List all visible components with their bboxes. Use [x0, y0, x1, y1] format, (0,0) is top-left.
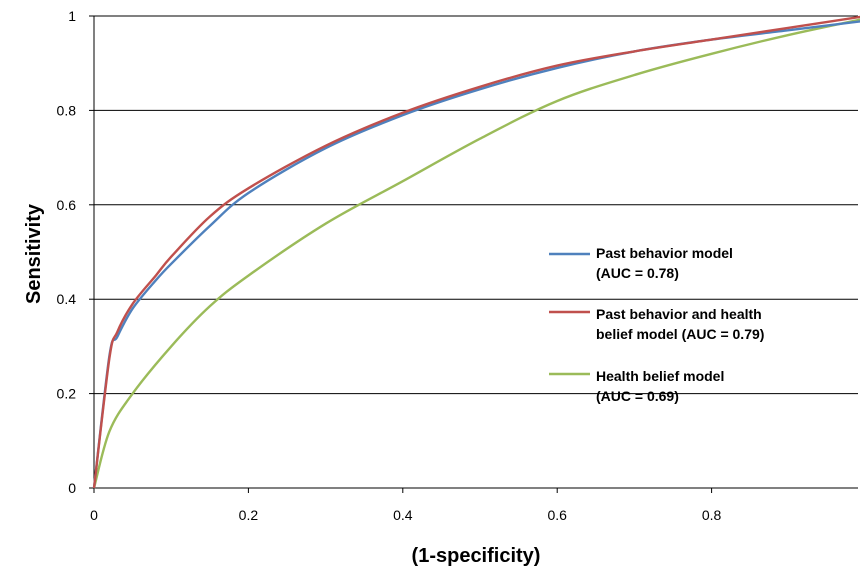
- y-tick-labels: 0 0.2 0.4 0.6 0.8 1: [57, 8, 94, 496]
- legend-label-0-0: Past behavior model: [596, 245, 733, 261]
- y-tick-label-3: 0.6: [57, 197, 77, 213]
- y-tick-label-5: 1: [68, 8, 76, 24]
- legend-label-2-0: Health belief model: [596, 368, 724, 384]
- legend-label-2-1: (AUC = 0.69): [596, 388, 679, 404]
- x-tick-label-3: 0.6: [547, 507, 567, 523]
- series-lines: [92, 15, 860, 489]
- series-line-0: [92, 20, 860, 489]
- x-tick-label-0: 0: [90, 507, 98, 523]
- series-line-1: [92, 15, 860, 489]
- y-axis-title: Sensitivity: [23, 203, 45, 304]
- legend: Past behavior model (AUC = 0.78) Past beha…: [549, 245, 764, 404]
- legend-label-0-1: (AUC = 0.78): [596, 265, 679, 281]
- x-tick-label-2: 0.4: [393, 507, 413, 523]
- legend-label-1-1: belief model (AUC = 0.79): [596, 326, 764, 342]
- gridlines: [94, 15, 858, 395]
- axes: [93, 16, 858, 489]
- series-line-2: [92, 18, 860, 489]
- x-axis-title: (1-specificity): [412, 545, 541, 567]
- y-tick-label-2: 0.4: [57, 291, 77, 307]
- y-tick-label-4: 0.8: [57, 102, 77, 118]
- x-tick-label-1: 0.2: [239, 507, 259, 523]
- y-tick-label-1: 0.2: [57, 386, 77, 402]
- y-tick-label-0: 0: [68, 480, 76, 496]
- legend-label-1-0: Past behavior and health: [596, 306, 762, 322]
- x-tick-label-4: 0.8: [702, 507, 722, 523]
- x-tick-labels: 0 0.2 0.4 0.6 0.8: [90, 488, 722, 523]
